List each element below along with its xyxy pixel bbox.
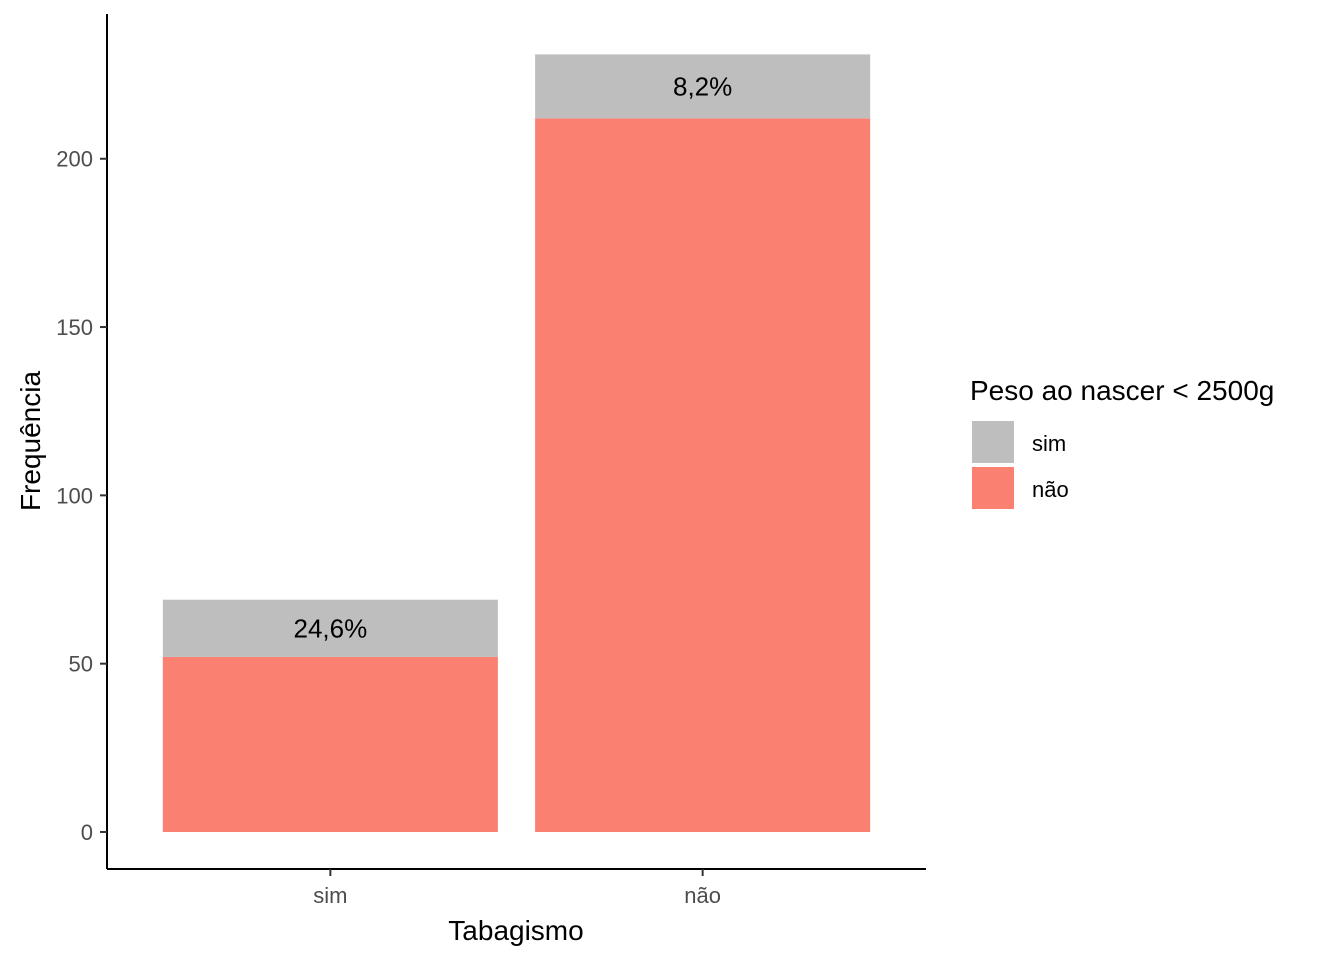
legend-title: Peso ao nascer < 2500g bbox=[970, 375, 1274, 406]
data-labels-layer: 24,6% 8,2% bbox=[293, 71, 732, 643]
y-tick-label: 100 bbox=[56, 483, 93, 508]
legend-label-não: não bbox=[1032, 477, 1069, 502]
bar-não-sim bbox=[535, 54, 871, 119]
y-tick-label: 50 bbox=[69, 652, 93, 677]
x-tick-label: sim bbox=[313, 883, 347, 908]
bars-layer bbox=[162, 54, 871, 832]
bar-sim-sim bbox=[162, 599, 498, 657]
y-tick-label: 150 bbox=[56, 315, 93, 340]
x-axis-title: Tabagismo bbox=[448, 915, 583, 946]
legend-items: sim não bbox=[972, 421, 1069, 509]
y-axis-title: Frequência bbox=[15, 371, 46, 512]
legend-swatch-não bbox=[972, 467, 1014, 509]
data-label-sim: 24,6% bbox=[293, 613, 367, 643]
x-tick-label: não bbox=[684, 883, 721, 908]
bar-não-não bbox=[535, 118, 871, 832]
x-axis-ticks: sim não bbox=[313, 869, 721, 908]
bar-sim-não bbox=[162, 656, 498, 832]
legend: Peso ao nascer < 2500g sim não bbox=[970, 375, 1274, 509]
y-axis-ticks: 0 50 100 150 200 bbox=[56, 147, 107, 845]
legend-swatch-sim bbox=[972, 421, 1014, 463]
legend-label-sim: sim bbox=[1032, 431, 1066, 456]
y-tick-label: 0 bbox=[81, 820, 93, 845]
data-label-não: 8,2% bbox=[673, 71, 732, 101]
y-tick-label: 200 bbox=[56, 147, 93, 172]
